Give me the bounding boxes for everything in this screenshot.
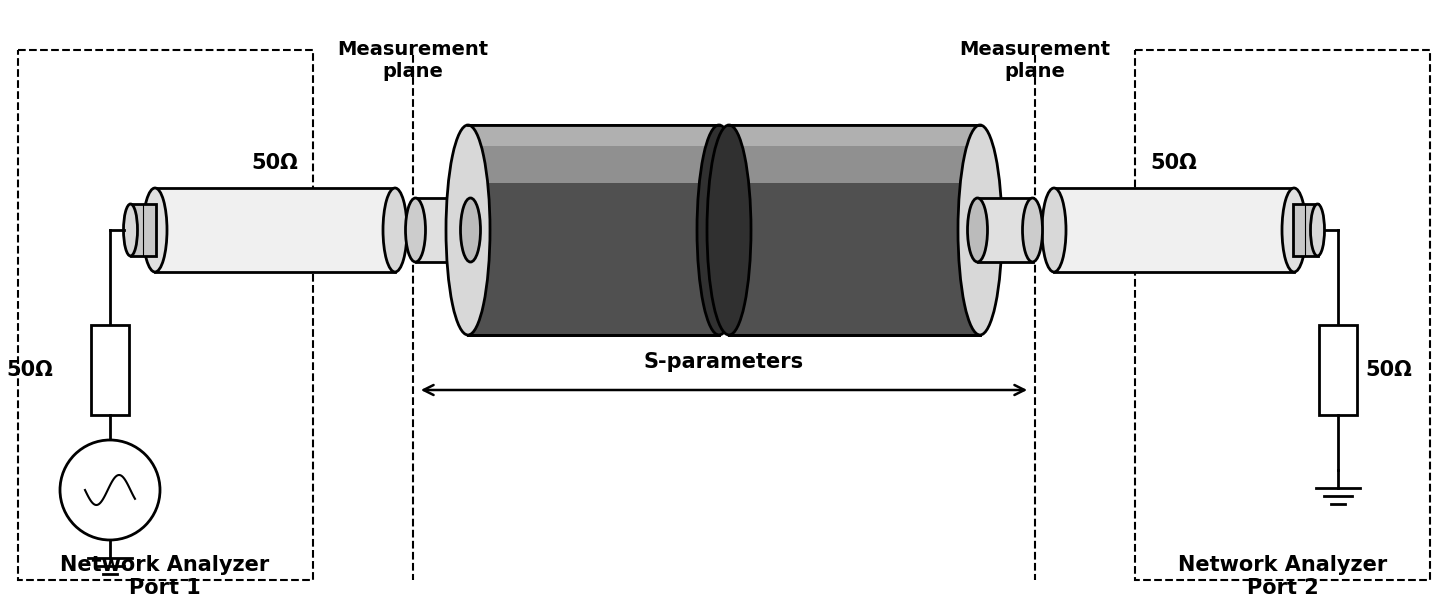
Bar: [468, 125, 720, 335]
Ellipse shape: [446, 125, 489, 335]
Bar: [1135, 50, 1431, 580]
Text: Measurement
plane: Measurement plane: [337, 40, 488, 81]
Ellipse shape: [1281, 188, 1306, 272]
Bar: [91, 325, 129, 415]
Text: 50Ω: 50Ω: [252, 153, 298, 173]
Bar: [1319, 325, 1357, 415]
Ellipse shape: [143, 188, 167, 272]
Bar: [728, 125, 980, 183]
Ellipse shape: [1043, 188, 1066, 272]
Bar: [728, 125, 980, 335]
Ellipse shape: [405, 198, 426, 262]
Bar: [468, 125, 720, 146]
Text: 50Ω: 50Ω: [1151, 153, 1197, 173]
Text: Measurement
plane: Measurement plane: [960, 40, 1111, 81]
Ellipse shape: [959, 125, 1002, 335]
Text: S-parameters: S-parameters: [644, 352, 804, 372]
Bar: [977, 198, 1032, 262]
Text: Network Analyzer
Port 2: Network Analyzer Port 2: [1179, 555, 1387, 598]
Ellipse shape: [384, 188, 407, 272]
Bar: [1293, 204, 1318, 256]
Bar: [1054, 188, 1295, 272]
Ellipse shape: [460, 198, 481, 262]
Ellipse shape: [696, 125, 741, 335]
Ellipse shape: [1310, 204, 1325, 256]
Bar: [728, 125, 980, 146]
Text: 50Ω: 50Ω: [6, 360, 54, 380]
Text: Network Analyzer
Port 1: Network Analyzer Port 1: [61, 555, 269, 598]
Ellipse shape: [1022, 198, 1043, 262]
Ellipse shape: [967, 198, 988, 262]
Bar: [155, 188, 395, 272]
Ellipse shape: [123, 204, 138, 256]
Bar: [468, 125, 720, 183]
Bar: [130, 204, 155, 256]
Bar: [416, 198, 471, 262]
Bar: [17, 50, 313, 580]
Text: 50Ω: 50Ω: [1365, 360, 1412, 380]
Circle shape: [59, 440, 159, 540]
Ellipse shape: [707, 125, 752, 335]
